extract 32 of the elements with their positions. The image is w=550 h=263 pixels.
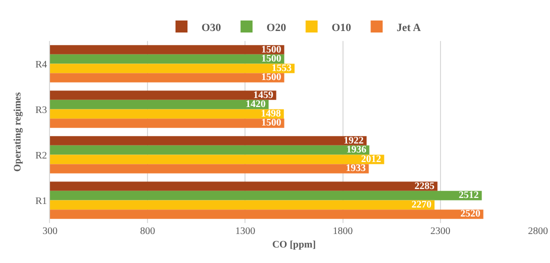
- data-label: 1933: [346, 163, 366, 174]
- data-label: 2012: [361, 154, 382, 165]
- data-label: 2270: [412, 199, 432, 210]
- data-label: 1498: [260, 108, 281, 120]
- data-label: 1553: [272, 62, 292, 74]
- data-label: 1500: [261, 72, 282, 84]
- y-tick-label: R4: [35, 59, 47, 70]
- legend-label: O30: [202, 22, 222, 34]
- data-label: 1420: [246, 99, 266, 110]
- x-tick-label: 800: [140, 226, 156, 237]
- x-axis-title: CO [ppm]: [272, 240, 316, 250]
- data-label: 2520: [460, 208, 480, 220]
- x-tick-label: 300: [42, 226, 58, 237]
- legend-label: Jet A: [396, 22, 421, 34]
- y-tick-label: R1: [35, 196, 47, 207]
- data-label: 1500: [261, 118, 282, 129]
- data-label: 1936: [346, 144, 366, 156]
- legend-label: O20: [266, 22, 287, 34]
- y-tick-label: R2: [35, 150, 47, 162]
- x-tick-label: 2800: [528, 226, 548, 237]
- data-label: 2512: [458, 190, 479, 202]
- x-tick-label: 1300: [235, 226, 256, 237]
- data-label: 2285: [414, 180, 434, 192]
- y-axis-title: Operating regimes: [12, 92, 24, 172]
- x-tick-label: 1800: [332, 226, 353, 237]
- y-tick-label: R3: [35, 104, 47, 116]
- x-tick-label: 2300: [430, 226, 450, 237]
- data-label: 1459: [253, 90, 274, 101]
- data-label: 1500: [261, 44, 282, 56]
- legend-label: O10: [332, 22, 352, 34]
- data-label: 1922: [344, 135, 364, 146]
- data-label: 1500: [261, 54, 282, 65]
